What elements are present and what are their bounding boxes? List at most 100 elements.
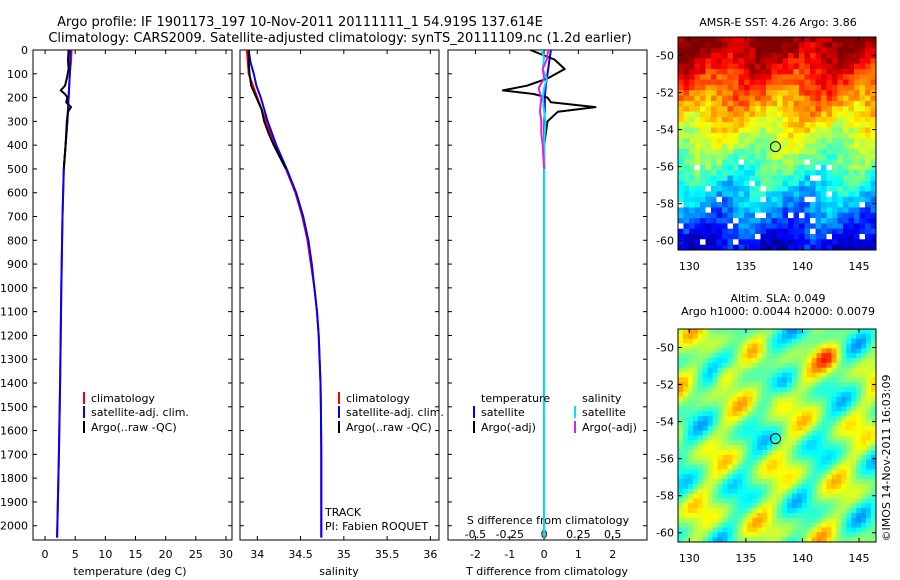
sst-cell [722,63,729,70]
sla-cell [683,411,689,417]
sla-cell [707,367,714,374]
legend-label-climatology: climatology [346,392,410,405]
sst-cell [711,212,718,219]
sst-cell [727,170,734,176]
sst-cell [788,111,795,118]
sst-cell [793,58,800,65]
sst-cell [678,207,685,214]
sla-cell [752,406,758,412]
sst-cell [826,95,833,102]
sla-cell [683,445,689,451]
sla-cell [841,527,847,533]
sla-cell [816,406,823,412]
sla-cell [806,517,813,524]
sla-cell [801,401,808,407]
sla-cell [732,333,738,340]
sla-cell [801,464,808,470]
sla-cell [791,513,798,519]
sla-cell [841,430,847,437]
sla-cell [796,469,803,475]
legend-heading-temperature: temperature [481,392,550,405]
sst-cell [821,164,828,171]
sla-cell [871,498,876,504]
sla-cell [806,401,813,407]
sla-cell [747,522,753,528]
sst-cell [694,69,701,75]
sla-cell [683,348,689,354]
sst-cell [826,228,833,235]
sla-cell [692,358,699,364]
sst-cell [711,228,718,235]
sla-cell [871,445,876,451]
sst-cell [700,127,707,134]
sla-cell [786,387,793,393]
top-x-tick-label: 0.5 [604,528,622,541]
sst-cell [821,143,828,150]
sst-cell [777,132,784,139]
sla-cell [717,474,724,480]
sla-cell [831,425,837,432]
sst-cell [694,234,701,240]
sst-cell [799,223,806,230]
sst-cell [727,180,734,187]
sst-cell [788,175,795,182]
sla-cell [742,382,748,388]
sst-cell [716,84,723,91]
sst-cell [733,132,740,139]
sla-cell [767,425,773,432]
sst-cell [744,90,751,97]
sla-cell [712,343,719,349]
sla-cell [722,454,728,461]
sla-cell [712,329,719,335]
sla-cell [757,367,763,374]
sst-cell [744,170,751,176]
sst-cell [744,207,751,214]
sla-cell [836,343,842,349]
sst-cell [711,164,718,171]
sst-cell [804,132,811,139]
sla-cell [866,445,872,451]
sla-cell [732,416,738,422]
sla-cell [762,454,768,461]
sst-cell [859,196,866,203]
sla-cell [678,430,684,437]
sla-cell [678,474,684,480]
sst-cell [771,90,778,97]
sst-cell [848,202,855,208]
sst-cell [821,212,828,219]
sla-map-title-line1: Altim. SLA: 0.049 [730,292,825,305]
sla-cell [796,435,803,441]
sla-cell [796,401,803,407]
sla-cell [791,396,798,403]
sst-cell [727,132,734,139]
sla-cell [816,537,823,542]
sla-cell [742,421,748,427]
sla-cell [791,464,798,470]
sla-cell [757,333,763,340]
sla-cell [727,435,733,441]
sst-cell [705,90,712,97]
sla-cell [856,440,862,446]
sla-cell [851,450,857,456]
sst-cell [678,116,685,123]
sla-cell [791,353,798,359]
sla-cell [806,522,813,528]
sst-cell [705,170,712,176]
sst-cell [865,212,872,219]
sla-cell [757,362,763,369]
sst-cell [760,228,767,235]
sst-cell [799,95,806,102]
sla-cell [767,411,773,417]
sst-cell [843,53,850,59]
sst-cell [722,223,729,230]
sla-cell [826,508,832,514]
sla-cell [821,348,827,354]
sla-cell [796,483,803,490]
sst-cell [689,154,696,161]
sla-cell [841,517,847,524]
sla-cell [737,522,743,528]
sla-cell [821,483,827,490]
sla-cell [821,411,827,417]
sla-cell [752,493,758,499]
sla-cell [796,445,803,451]
